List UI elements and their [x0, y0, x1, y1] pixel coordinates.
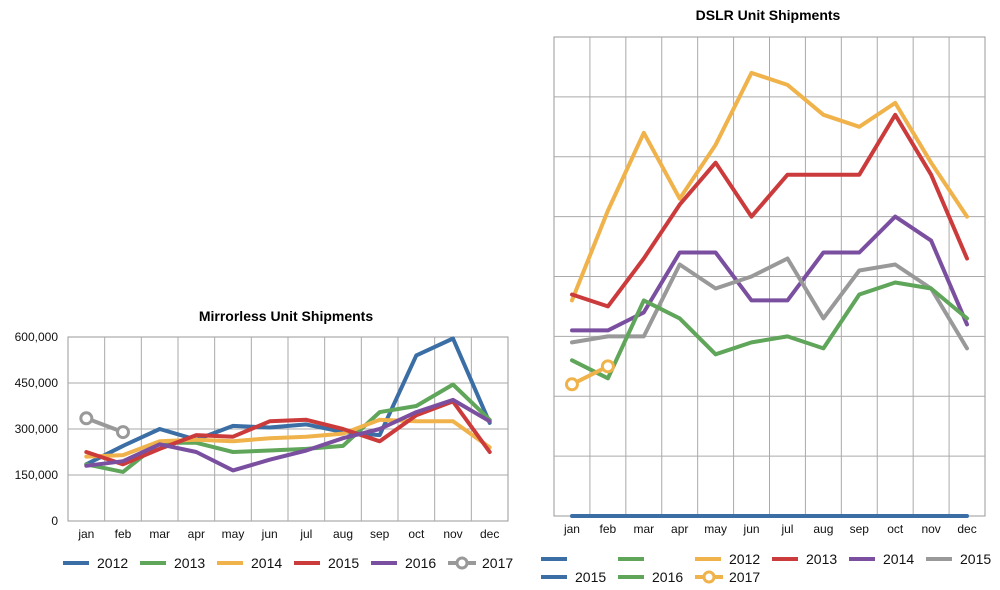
x-tick-label: sep	[370, 527, 390, 541]
x-tick-label: jun	[743, 522, 760, 536]
mirrorless-y-axis: 0 150,000 300,000 450,000 600,000	[15, 330, 59, 528]
series-2012	[84, 336, 492, 467]
series-line	[84, 336, 492, 467]
legend-label: 2012	[97, 555, 128, 571]
series-2014	[84, 417, 492, 459]
series-point	[116, 425, 130, 440]
legend-swatch	[702, 570, 716, 584]
y-tick-label: 300,000	[15, 422, 59, 436]
x-tick-label: apr	[671, 522, 688, 536]
mirrorless-series	[79, 336, 492, 474]
legend-label: 2014	[883, 551, 914, 567]
series-line	[84, 399, 492, 467]
legend-item: 2013	[772, 551, 837, 567]
x-tick-label: aug	[333, 527, 353, 541]
mirrorless-x-axis: jan feb mar apr may jun jul aug sep oct nov dec	[77, 527, 499, 541]
x-tick-label: oct	[887, 522, 904, 536]
series-line	[570, 280, 969, 381]
legend-item: 2016	[618, 569, 683, 585]
x-tick-label: jan	[563, 522, 580, 536]
legend-label: 2013	[174, 555, 205, 571]
x-tick-label: jun	[261, 527, 278, 541]
legend-item: 2012	[695, 551, 760, 567]
legend-label: 2014	[251, 555, 282, 571]
legend-label: 2012	[729, 551, 760, 567]
legend-label: 2016	[405, 555, 436, 571]
x-tick-label: dec	[957, 522, 976, 536]
series-point	[79, 411, 94, 426]
series-2015	[84, 399, 492, 467]
series-line	[84, 397, 492, 473]
legend-label: 2013	[806, 551, 837, 567]
series-2016	[84, 397, 492, 473]
legend-item: 2015	[926, 551, 991, 567]
x-tick-label: sep	[850, 522, 870, 536]
x-tick-label: jan	[77, 527, 94, 541]
series-line	[570, 70, 969, 303]
x-tick-label: dec	[480, 527, 499, 541]
series-point	[600, 359, 615, 374]
y-tick-label: 450,000	[15, 376, 59, 390]
x-tick-label: apr	[188, 527, 205, 541]
legend-swatch	[455, 556, 469, 570]
legend-item: 2015	[541, 569, 606, 585]
mirrorless-legend: 2012 2013 2014 2015 2016 2017	[63, 555, 513, 571]
series-2017	[79, 411, 130, 440]
legend-label: 2017	[729, 569, 760, 585]
x-tick-label: nov	[443, 527, 462, 541]
series-2015	[570, 256, 969, 351]
series-line	[84, 417, 492, 459]
legend-item: 2017	[448, 555, 513, 571]
legend-item: 2013	[140, 555, 205, 571]
x-tick-label: jul	[780, 522, 793, 536]
x-tick-label: may	[704, 522, 727, 536]
dslr-grid	[553, 36, 986, 517]
x-tick-label: nov	[921, 522, 940, 536]
dslr-title: DSLR Unit Shipments	[696, 7, 841, 23]
legend-label: 2015	[575, 569, 606, 585]
y-tick-label: 600,000	[15, 330, 59, 344]
x-tick-label: mar	[633, 522, 654, 536]
x-tick-label: feb	[115, 527, 132, 541]
x-tick-label: mar	[149, 527, 170, 541]
series-line	[570, 256, 969, 351]
legend-item: 2014	[849, 551, 914, 567]
series-2013	[570, 112, 969, 309]
y-tick-label: 0	[51, 514, 58, 528]
legend-label: 2015	[960, 551, 991, 567]
legend-item: 2014	[217, 555, 282, 571]
legend-item: 2012	[63, 555, 128, 571]
series-line	[570, 112, 969, 309]
legend-item: 2016	[371, 555, 436, 571]
x-tick-label: jul	[299, 527, 312, 541]
legend-label: 2016	[652, 569, 683, 585]
mirrorless-title: Mirrorless Unit Shipments	[199, 308, 373, 324]
x-tick-label: may	[222, 527, 245, 541]
series-point	[564, 377, 579, 392]
x-tick-label: aug	[813, 522, 833, 536]
series-2017	[564, 359, 615, 392]
x-tick-label: oct	[408, 527, 425, 541]
series-2016	[570, 280, 969, 381]
mirrorless-grid	[67, 336, 509, 522]
legend-item: 2015	[294, 555, 359, 571]
dslr-legend: 2012 2013 2014 2015 2015 2016 2017	[541, 551, 991, 585]
x-tick-label: feb	[600, 522, 617, 536]
legend-item: 2017	[695, 569, 760, 585]
legend-label: 2015	[328, 555, 359, 571]
dslr-series	[564, 70, 969, 518]
series-2012	[570, 70, 969, 303]
dslr-x-axis: jan feb mar apr may jun jul aug sep oct nov dec	[563, 522, 977, 536]
y-tick-label: 150,000	[15, 468, 59, 482]
legend-label: 2017	[482, 555, 513, 571]
